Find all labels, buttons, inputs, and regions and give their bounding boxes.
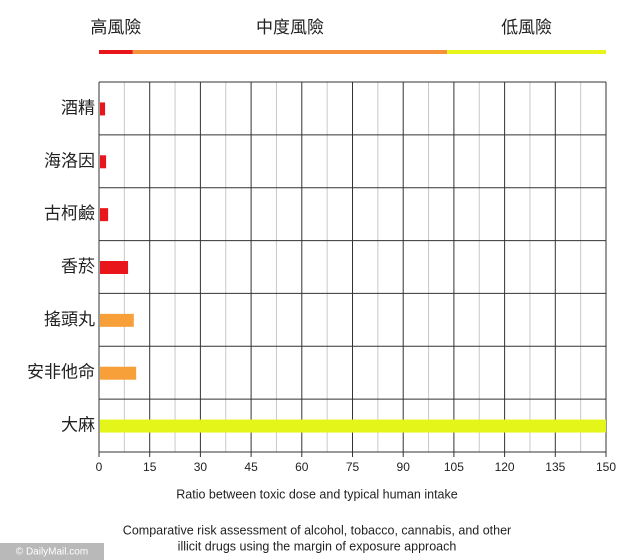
category-label: 古柯鹼: [44, 204, 95, 224]
risk-band-label: 高風險: [90, 18, 141, 38]
risk-band: [447, 50, 606, 54]
category-label: 海洛因: [44, 151, 95, 171]
watermark: © DailyMail.com: [16, 547, 88, 558]
x-tick-label: 0: [96, 460, 103, 474]
x-tick-label: 75: [346, 460, 360, 474]
risk-band-label: 低風險: [501, 18, 552, 38]
x-tick-label: 90: [397, 460, 411, 474]
x-tick-label: 30: [194, 460, 208, 474]
x-axis-label: Ratio between toxic dose and typical hum…: [176, 487, 457, 501]
caption-line: illicit drugs using the margin of exposu…: [178, 539, 457, 553]
watermark-bg: [0, 543, 104, 560]
bar: [100, 208, 109, 222]
x-tick-label: 150: [596, 460, 616, 474]
risk-band: [132, 50, 448, 54]
risk-band: [99, 50, 133, 54]
caption-line: Comparative risk assessment of alcohol, …: [123, 523, 511, 537]
category-label: 香菸: [61, 257, 95, 277]
category-label: 搖頭丸: [44, 310, 95, 330]
category-label: 酒精: [61, 98, 95, 118]
bar: [100, 155, 107, 169]
x-tick-label: 15: [143, 460, 157, 474]
risk-band-label: 中度風險: [256, 18, 324, 38]
bar: [100, 102, 106, 116]
bar: [100, 419, 606, 433]
x-tick-label: 105: [444, 460, 464, 474]
bar: [100, 261, 129, 274]
x-tick-label: 45: [244, 460, 258, 474]
category-label: 大麻: [61, 416, 95, 436]
category-label: 安非他命: [27, 363, 95, 383]
x-tick-label: 135: [545, 460, 565, 474]
x-tick-label: 60: [295, 460, 309, 474]
bar: [100, 313, 134, 327]
x-tick-label: 120: [495, 460, 515, 474]
bar: [100, 366, 137, 380]
